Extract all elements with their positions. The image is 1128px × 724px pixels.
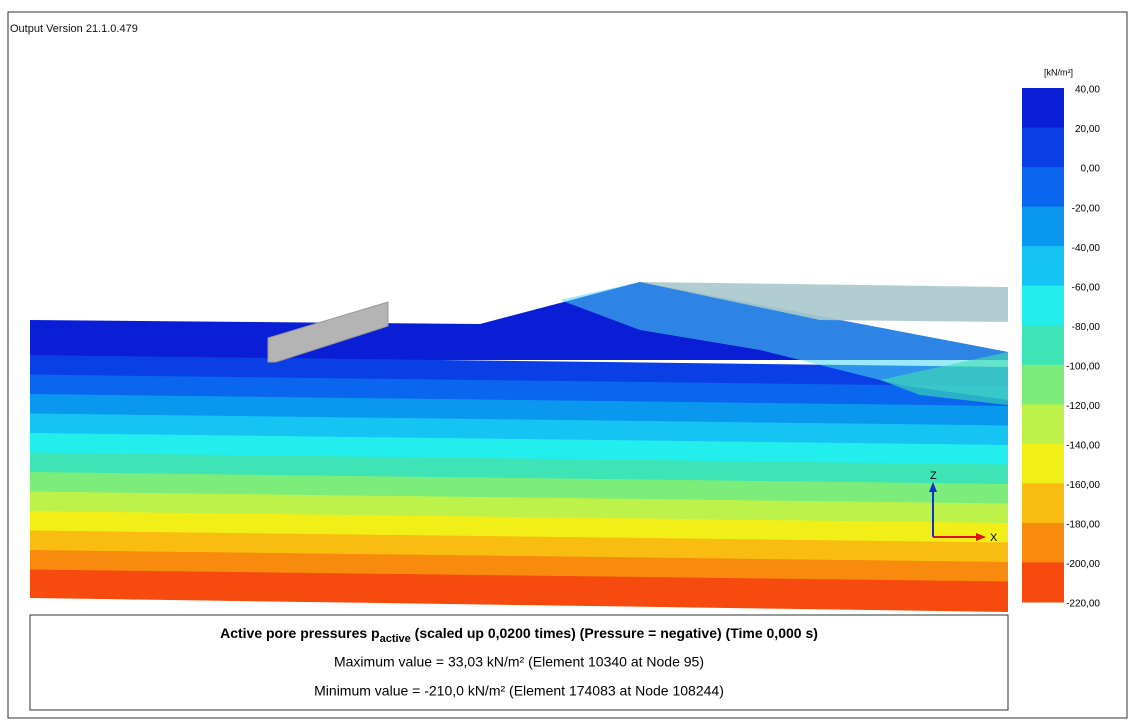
min-value: Minimum value = -210,0 kN/m² (Element 17…: [314, 683, 724, 699]
legend-tick-label: -40,00: [1072, 243, 1101, 254]
legend-band: [1022, 128, 1064, 168]
legend-tick-label: 0,00: [1081, 164, 1101, 175]
max-value: Maximum value = 33,03 kN/m² (Element 103…: [334, 654, 704, 670]
legend-tick-label: -80,00: [1072, 322, 1101, 333]
legend-tick-label: -140,00: [1066, 440, 1100, 451]
legend-tick-label: 40,00: [1075, 85, 1100, 96]
legend-tick-label: -120,00: [1066, 401, 1100, 412]
legend-band: [1022, 207, 1064, 247]
legend-band: [1022, 325, 1064, 365]
legend-tick-label: -220,00: [1066, 599, 1100, 610]
legend-band: [1022, 167, 1064, 207]
legend-unit: [kN/m²]: [1044, 67, 1073, 77]
title-main: Active pore pressures p: [220, 625, 380, 641]
legend-band: [1022, 483, 1064, 523]
output-window: Output Version 21.1.0.479 Z X [kN/m²] 40…: [0, 0, 1128, 719]
legend-band: [1022, 88, 1064, 128]
legend-tick-label: -20,00: [1072, 203, 1101, 214]
title-rest: (scaled up 0,0200 times) (Pressure = neg…: [411, 625, 818, 641]
legend-band: [1022, 404, 1064, 444]
legend-band: [1022, 286, 1064, 326]
x-label: X: [990, 532, 998, 544]
legend-tick-label: -200,00: [1066, 559, 1100, 570]
legend-tick-label: 20,00: [1075, 124, 1100, 135]
version-label: Output Version 21.1.0.479: [10, 23, 138, 35]
title-sub: active: [380, 633, 411, 645]
legend-tick-label: -100,00: [1066, 361, 1100, 372]
legend-band: [1022, 246, 1064, 286]
page: Output Version 21.1.0.479 Z X [kN/m²] 40…: [0, 0, 1128, 724]
legend-tick-label: -180,00: [1066, 520, 1100, 531]
legend-band: [1022, 444, 1064, 484]
legend-tick-label: -60,00: [1072, 282, 1101, 293]
legend-band: [1022, 523, 1064, 563]
legend-band: [1022, 562, 1064, 602]
legend-band: [1022, 365, 1064, 405]
legend-tick-label: -160,00: [1066, 480, 1100, 491]
z-label: Z: [930, 470, 937, 482]
